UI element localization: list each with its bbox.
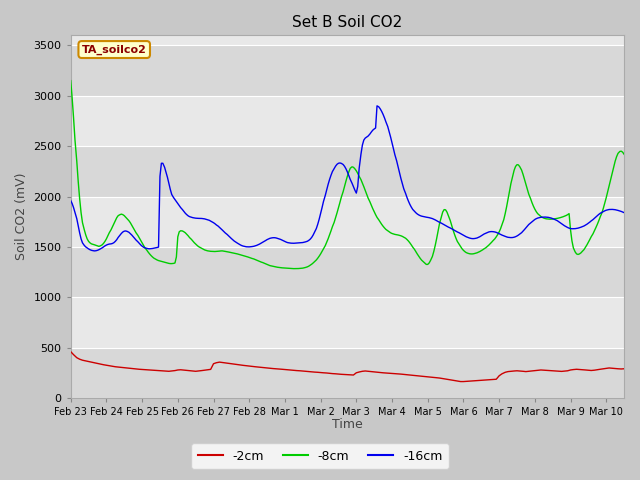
-16cm	[620, 210, 628, 216]
-16cm	[91, 248, 99, 254]
-16cm	[616, 208, 623, 214]
Text: TA_soilco2: TA_soilco2	[82, 44, 147, 55]
-16cm	[161, 165, 168, 170]
-8cm	[93, 243, 101, 249]
-2cm	[516, 368, 524, 374]
-2cm	[67, 349, 74, 355]
-2cm	[457, 379, 465, 384]
-2cm	[186, 368, 193, 373]
X-axis label: Time: Time	[332, 419, 363, 432]
-16cm	[95, 247, 103, 252]
Bar	[70, 146, 624, 196]
-2cm	[620, 366, 628, 372]
-8cm	[67, 78, 74, 84]
-2cm	[522, 369, 530, 374]
Bar	[70, 348, 624, 398]
-8cm	[620, 151, 628, 157]
-16cm	[373, 103, 381, 109]
-8cm	[573, 251, 580, 257]
-8cm	[290, 266, 298, 272]
Legend: -2cm, -8cm, -16cm: -2cm, -8cm, -16cm	[191, 444, 449, 469]
Bar	[70, 247, 624, 297]
Line: -16cm: -16cm	[70, 106, 624, 251]
-8cm	[216, 248, 223, 254]
-2cm	[430, 374, 438, 380]
Line: -2cm: -2cm	[70, 352, 624, 382]
Title: Set B Soil CO2: Set B Soil CO2	[292, 15, 403, 30]
-16cm	[574, 225, 582, 231]
-8cm	[156, 258, 164, 264]
-2cm	[335, 371, 342, 377]
Bar	[70, 46, 624, 96]
-16cm	[217, 226, 225, 232]
Line: -8cm: -8cm	[70, 81, 624, 269]
-2cm	[88, 360, 95, 365]
Bar	[70, 96, 624, 146]
-8cm	[614, 151, 622, 156]
Bar	[70, 297, 624, 348]
Bar	[70, 196, 624, 247]
-8cm	[159, 259, 166, 264]
Y-axis label: Soil CO2 (mV): Soil CO2 (mV)	[15, 173, 28, 261]
-16cm	[157, 160, 165, 166]
-16cm	[67, 198, 74, 204]
